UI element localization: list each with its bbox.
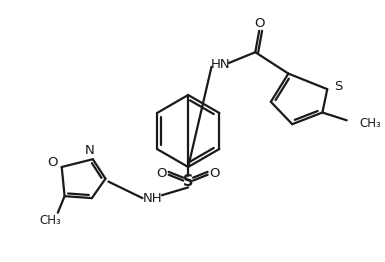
Text: CH₃: CH₃ [39, 214, 61, 227]
Text: O: O [209, 167, 220, 180]
Text: NH: NH [142, 192, 162, 205]
Text: N: N [85, 144, 95, 157]
Text: CH₃: CH₃ [359, 117, 381, 130]
Text: S: S [183, 174, 193, 189]
Text: O: O [48, 156, 58, 169]
Text: S: S [334, 80, 342, 93]
Text: O: O [157, 167, 167, 180]
Text: HN: HN [211, 58, 230, 71]
Text: O: O [254, 17, 264, 30]
